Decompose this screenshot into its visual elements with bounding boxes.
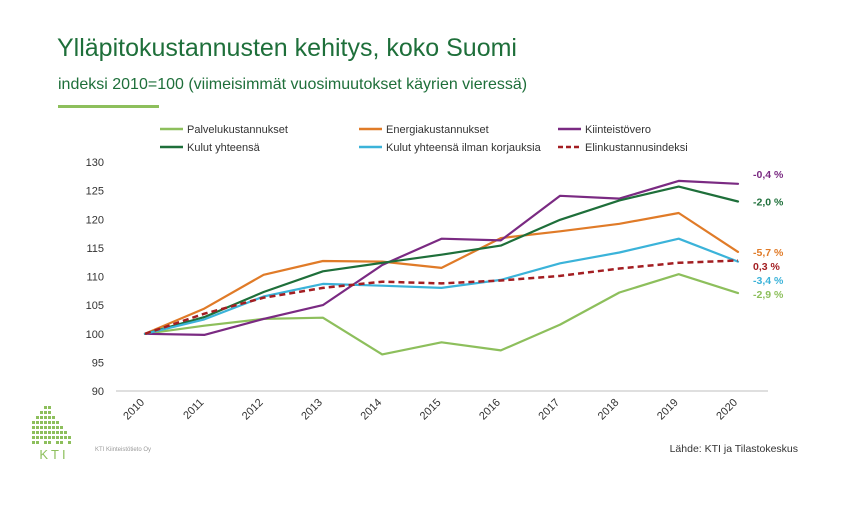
legend-label: Elinkustannusindeksi	[585, 142, 688, 154]
chart-subtitle: indeksi 2010=100 (viimeisimmät vuosimuut…	[58, 76, 528, 93]
x-tick-label: 2013	[299, 397, 325, 423]
legend-label: Kulut yhteensä	[187, 142, 261, 154]
y-tick-label: 125	[86, 186, 104, 198]
source-note: Lähde: KTI ja Tilastokeskus	[669, 443, 798, 455]
legend-label: Palvelukustannukset	[187, 124, 288, 136]
series-line	[143, 179, 740, 336]
series-line	[143, 211, 740, 335]
y-tick-label: 95	[92, 357, 104, 369]
y-tick-label: 130	[86, 157, 104, 169]
svg-text:KTI: KTI	[39, 447, 68, 462]
company-name: KTI Kiinteistötieto Oy	[95, 447, 152, 453]
x-tick-label: 2014	[359, 397, 385, 423]
chart-series	[143, 179, 740, 356]
x-tick-label: 2012	[240, 397, 266, 423]
series-line	[144, 259, 739, 335]
change-label: -3,4 %	[753, 275, 784, 287]
y-tick-label: 120	[86, 214, 104, 226]
series-line	[143, 273, 740, 356]
x-tick-label: 2015	[418, 397, 444, 423]
series-line	[143, 237, 740, 335]
chart-legend: Palvelukustannukset Energiakustannukset Ki…	[160, 124, 688, 154]
legend-label: Kulut yhteensä ilman korjauksia	[386, 142, 542, 154]
x-tick-label: 2020	[714, 397, 740, 423]
x-tick-label: 2018	[596, 397, 622, 423]
x-tick-label: 2016	[477, 397, 503, 423]
chart-title: Ylläpitokustannusten kehitys, koko Suomi	[57, 34, 517, 62]
chart-axes: 90 95 100 105 110 115 120 125 130 2010 2011 2012 201…	[86, 157, 768, 422]
change-label: 0,3 %	[753, 261, 781, 273]
y-tick-label: 90	[92, 386, 104, 398]
legend-label: Energiakustannukset	[386, 124, 489, 136]
change-label: -0,4 %	[753, 169, 784, 181]
kti-logo: KTI	[32, 406, 71, 462]
change-label: -2,9 %	[753, 289, 784, 301]
y-tick-label: 100	[86, 329, 104, 341]
series-line	[143, 185, 740, 335]
change-label: -2,0 %	[753, 197, 784, 209]
y-tick-label: 115	[86, 243, 104, 255]
legend-label: Kiinteistövero	[585, 124, 651, 136]
x-tick-label: 2010	[121, 397, 147, 423]
chart-change-labels: -0,4 % -2,0 % -5,7 % 0,3 % -3,4 % -2,9 %	[753, 169, 784, 301]
y-tick-label: 105	[86, 300, 104, 312]
y-tick-label: 110	[86, 272, 104, 284]
x-tick-label: 2019	[655, 397, 681, 423]
change-label: -5,7 %	[753, 247, 784, 259]
title-underline	[58, 105, 159, 108]
x-tick-label: 2011	[181, 397, 206, 422]
x-tick-label: 2017	[536, 397, 562, 423]
